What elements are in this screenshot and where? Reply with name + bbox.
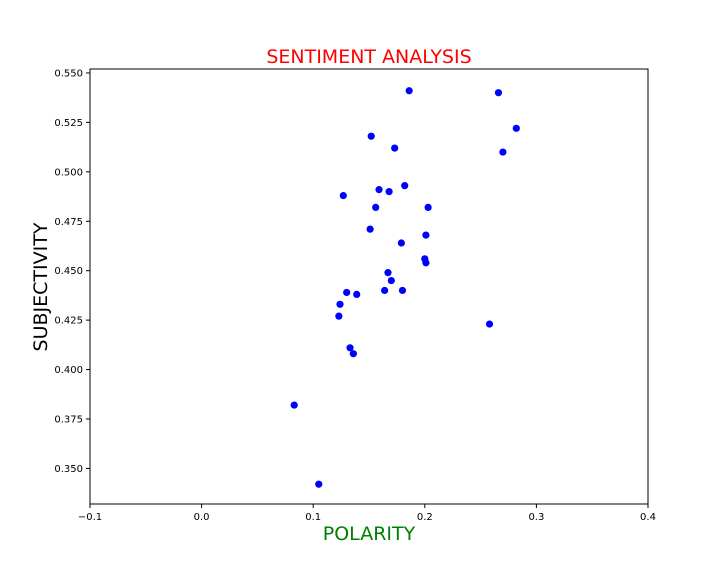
x-tick-label: 0.4 [640, 512, 656, 523]
data-points [290, 87, 520, 488]
x-axis-label: POLARITY [323, 523, 416, 545]
data-point [353, 290, 361, 299]
x-tick-label: 0.2 [417, 512, 433, 523]
data-point [343, 288, 351, 297]
x-tick-label: −0.1 [78, 512, 102, 523]
data-point [401, 182, 409, 190]
data-point [372, 203, 380, 212]
data-point [398, 286, 407, 295]
data-point [367, 132, 375, 140]
data-point [499, 148, 507, 156]
y-tick-label: 0.500 [54, 167, 83, 178]
data-point [381, 286, 389, 295]
data-point [512, 124, 520, 132]
y-tick-label: 0.450 [54, 266, 83, 277]
data-point [336, 300, 344, 308]
y-axis: 0.350 0.375 0.400 0.425 0.450 0.475 0.500 0.525… [54, 68, 90, 475]
data-point [387, 276, 395, 285]
y-tick-label: 0.350 [54, 464, 83, 475]
y-tick-label: 0.475 [54, 217, 83, 228]
y-tick-label: 0.525 [54, 118, 83, 129]
data-point [335, 312, 343, 320]
x-tick-label: 0.1 [305, 512, 321, 523]
x-tick-label: 0.3 [528, 512, 544, 523]
data-point [391, 144, 399, 152]
data-point [422, 231, 430, 239]
data-point [384, 269, 392, 277]
data-point [375, 186, 383, 194]
data-point [385, 187, 393, 196]
data-point [422, 259, 430, 267]
data-point [315, 480, 323, 488]
data-point [485, 320, 494, 328]
chart-title: SENTIMENT ANALYSIS [266, 46, 471, 68]
y-tick-label: 0.425 [54, 316, 83, 327]
data-point [405, 87, 413, 95]
y-axis-label: SUBJECTIVITY [30, 222, 52, 351]
data-point [290, 401, 298, 409]
data-point [366, 225, 374, 233]
x-tick-label: 0.0 [194, 512, 210, 523]
y-tick-label: 0.375 [54, 414, 83, 425]
y-tick-label: 0.400 [54, 365, 83, 376]
data-point [424, 203, 432, 212]
plot-area-frame [89, 68, 649, 505]
data-point [339, 191, 347, 200]
y-tick-label: 0.550 [54, 68, 83, 79]
data-point [349, 350, 357, 358]
x-axis: −0.1 0.0 0.1 0.2 0.3 0.4 [78, 504, 656, 523]
data-point [346, 344, 354, 352]
data-point [494, 89, 503, 97]
data-point [397, 239, 405, 247]
